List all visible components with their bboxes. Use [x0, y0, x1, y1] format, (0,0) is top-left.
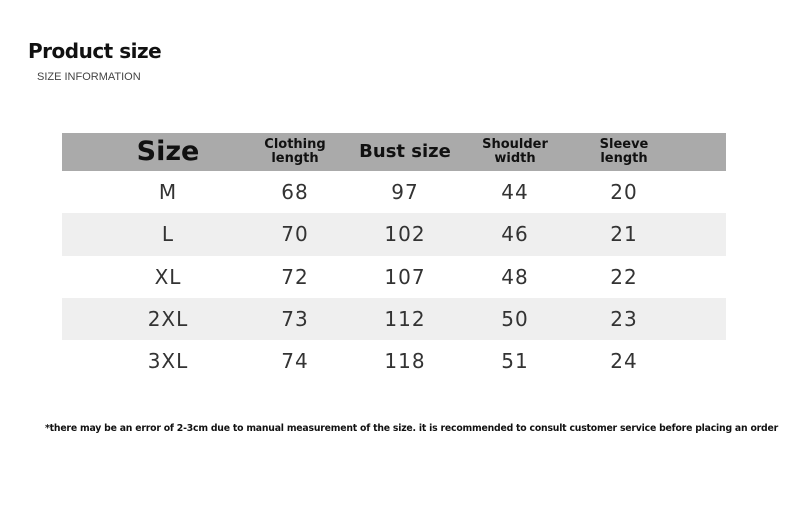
cell-size: XL — [154, 264, 182, 289]
cell-shoulder-width: 46 — [501, 222, 529, 247]
cell-size: 2XL — [147, 307, 189, 332]
cell-size: 3XL — [147, 349, 189, 374]
header-shoulder-width: Shoulder width — [482, 137, 548, 166]
size-table: Size Clothing length Bust size Shoulder … — [62, 133, 726, 382]
cell-shoulder-width: 50 — [501, 307, 529, 332]
table-row: XL 72 107 48 22 — [62, 256, 726, 298]
table-row: M 68 97 44 20 — [62, 171, 726, 213]
cell-bust-size: 118 — [384, 349, 426, 374]
cell-size: L — [161, 222, 175, 247]
cell-bust-size: 97 — [391, 180, 419, 205]
header-sleeve-length: Sleeve length — [599, 137, 649, 166]
header-bust-size: Bust size — [359, 141, 451, 162]
table-row: L 70 102 46 21 — [62, 213, 726, 256]
cell-clothing-length: 70 — [281, 222, 309, 247]
page-subtitle: SIZE INFORMATION — [37, 71, 141, 83]
cell-bust-size: 107 — [384, 264, 426, 289]
cell-sleeve-length: 24 — [610, 349, 638, 374]
cell-sleeve-length: 22 — [610, 264, 638, 289]
cell-clothing-length: 72 — [281, 264, 309, 289]
header-size: Size — [136, 136, 200, 167]
table-row: 2XL 73 112 50 23 — [62, 297, 726, 341]
cell-clothing-length: 74 — [281, 349, 309, 374]
cell-sleeve-length: 20 — [610, 180, 638, 205]
cell-clothing-length: 73 — [281, 307, 309, 332]
table-row: 3XL 74 118 51 24 — [62, 340, 726, 382]
cell-sleeve-length: 23 — [610, 307, 638, 332]
cell-bust-size: 112 — [384, 307, 426, 332]
measurement-note: *there may be an error of 2-3cm due to m… — [45, 423, 778, 434]
cell-shoulder-width: 51 — [501, 349, 529, 374]
page-title: Product size — [28, 39, 162, 63]
cell-size: M — [158, 180, 178, 205]
table-header: Size Clothing length Bust size Shoulder … — [62, 133, 726, 171]
cell-sleeve-length: 21 — [610, 222, 638, 247]
cell-clothing-length: 68 — [281, 180, 309, 205]
cell-bust-size: 102 — [384, 222, 426, 247]
cell-shoulder-width: 48 — [501, 264, 529, 289]
header-clothing-length: Clothing length — [264, 137, 326, 166]
cell-shoulder-width: 44 — [501, 180, 529, 205]
